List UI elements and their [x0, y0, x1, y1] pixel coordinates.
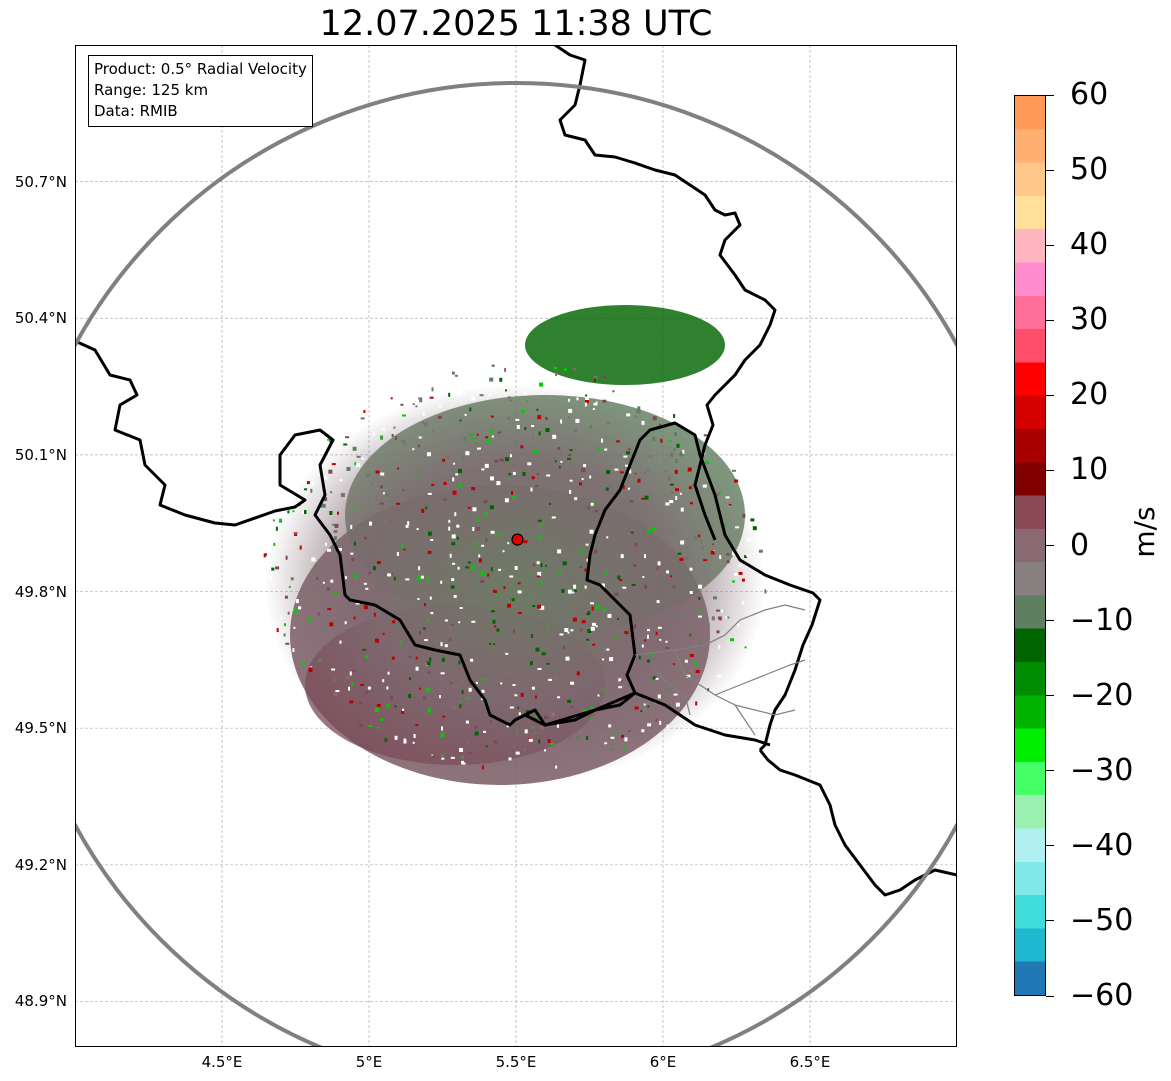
colorbar-tick-mark [1046, 169, 1054, 171]
lon-tick-label: 5°E [355, 1053, 383, 1071]
colorbar-tick-mark [1046, 394, 1054, 396]
colorbar-tick-mark [1046, 469, 1054, 471]
lon-tick-label: 6.5°E [789, 1053, 831, 1071]
colorbar-tick-label: −20 [1070, 677, 1134, 713]
colorbar-tick-label: 20 [1070, 377, 1109, 413]
colorbar-tick-mark [1046, 770, 1054, 772]
velocity-echoes [263, 305, 767, 785]
colorbar-tick-mark [1046, 695, 1054, 697]
lat-tick-label: 49.8°N [14, 582, 67, 601]
info-box: Product: 0.5° Radial Velocity Range: 125… [88, 55, 313, 127]
info-data-source: Data: RMIB [94, 102, 178, 120]
colorbar-tick-label: 50 [1070, 152, 1109, 188]
colorbar-tick-label: 10 [1070, 452, 1109, 488]
colorbar-tick-label: −10 [1070, 602, 1134, 638]
colorbar-tick-label: 30 [1070, 302, 1109, 338]
radar-map [75, 45, 957, 1047]
colorbar-tick-label: −30 [1070, 752, 1134, 788]
colorbar-tick-label: 60 [1070, 77, 1109, 112]
lat-tick-label: 49.5°N [14, 719, 67, 738]
colorbar-tick-mark [1046, 319, 1054, 321]
lat-tick-label: 50.7°N [14, 172, 67, 191]
colorbar-tick-label: −40 [1070, 827, 1134, 863]
colorbar-tick-mark [1046, 244, 1054, 246]
lon-tick-label: 4.5°E [201, 1053, 243, 1071]
lat-tick-label: 50.1°N [14, 445, 67, 464]
map-border [75, 45, 957, 1047]
info-range: Range: 125 km [94, 81, 209, 99]
colorbar-tick-mark [1046, 545, 1054, 546]
colorbar-tick-label: −50 [1070, 902, 1134, 938]
colorbar-tick-label: 0 [1070, 527, 1090, 563]
plot-title: 12.07.2025 11:38 UTC [319, 4, 713, 44]
lat-tick-label: 49.2°N [14, 855, 67, 874]
lat-tick-label: 48.9°N [14, 992, 67, 1011]
info-product: Product: 0.5° Radial Velocity [94, 60, 307, 78]
colorbar-tick-mark [1046, 995, 1054, 997]
colorbar-tick-mark [1046, 845, 1054, 847]
radar-site-marker [511, 533, 524, 546]
colorbar-tick-label: 40 [1070, 227, 1109, 263]
colorbar-tick-mark [1046, 920, 1054, 922]
lon-tick-label: 6°E [649, 1053, 677, 1071]
velocity-colorbar [1014, 95, 1046, 996]
country-borders [75, 45, 957, 897]
colorbar-tick-mark [1046, 94, 1054, 96]
range-ring [75, 81, 957, 1047]
province-borders [634, 604, 806, 736]
lon-tick-label: 5.5°E [495, 1053, 537, 1071]
colorbar-unit-label: m/s [1128, 506, 1161, 558]
colorbar-tick-mark [1046, 620, 1054, 622]
lat-tick-label: 50.4°N [14, 309, 67, 328]
colorbar-tick-label: −60 [1070, 978, 1134, 1013]
